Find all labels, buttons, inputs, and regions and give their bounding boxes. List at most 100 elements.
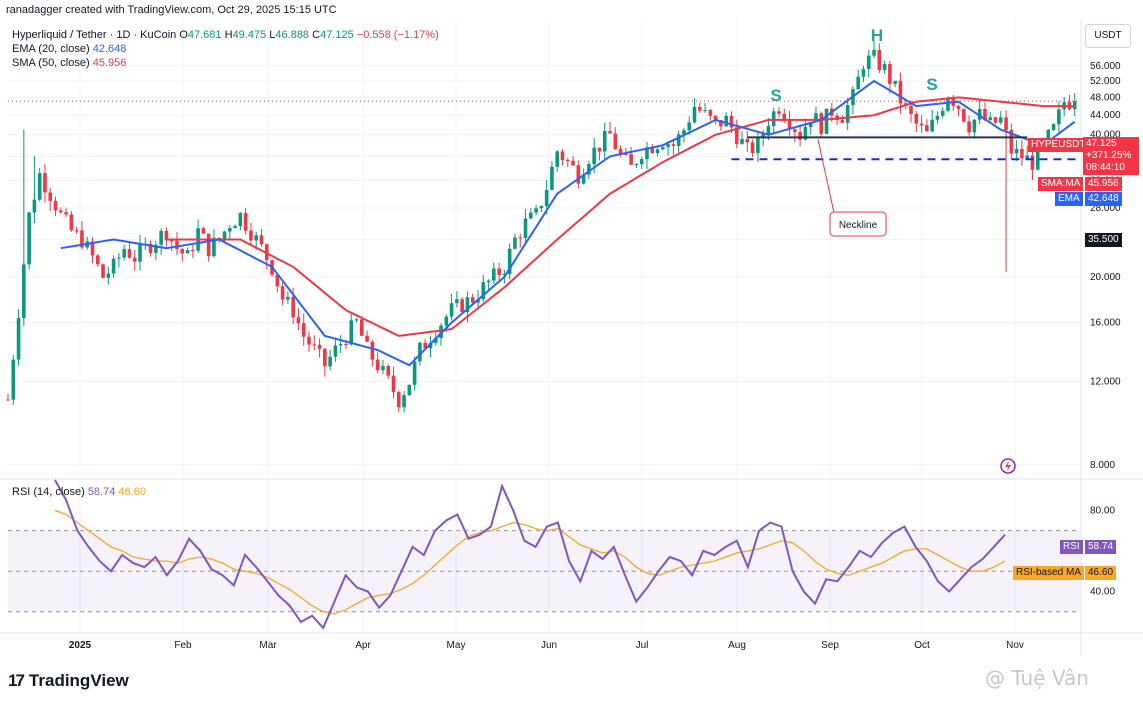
candle — [1004, 110, 1008, 140]
candle-body — [222, 231, 227, 240]
candle-body — [729, 115, 734, 128]
time-tick-label: Nov — [1006, 640, 1024, 651]
candle — [148, 240, 153, 257]
candle-body — [6, 399, 10, 401]
candle-body — [544, 189, 549, 206]
candle-body — [639, 159, 644, 165]
candle-body — [127, 249, 132, 258]
candle — [206, 233, 211, 262]
alert-icon-bolt — [1005, 461, 1011, 471]
chart-credit: ranadagger created with TradingView.com,… — [6, 4, 337, 16]
candle — [645, 142, 649, 169]
candle-body — [396, 392, 401, 408]
candle-body — [708, 110, 713, 116]
candle — [925, 119, 929, 132]
candle-body — [814, 113, 818, 123]
candle-body — [307, 336, 311, 345]
candle-body — [560, 151, 565, 160]
candle — [455, 291, 459, 308]
candle — [808, 121, 813, 135]
price-tick-label: 48.000 — [1090, 92, 1121, 103]
currency-button[interactable]: USDT — [1085, 24, 1131, 48]
sma-line — [166, 96, 1075, 337]
candle-body — [1046, 129, 1051, 141]
candle — [560, 148, 565, 166]
tradingview-logo: 17 — [8, 671, 25, 690]
candle — [1051, 122, 1056, 132]
candle-body — [386, 366, 391, 376]
candle-body — [671, 144, 676, 147]
candle — [534, 204, 538, 216]
candle-body — [513, 237, 517, 249]
candle-body — [148, 243, 153, 253]
low-label: L — [269, 29, 276, 41]
price-tick-label: 52.000 — [1090, 76, 1121, 87]
candle — [882, 60, 887, 75]
candle — [634, 162, 639, 169]
ema-legend-value: 42.648 — [92, 43, 127, 55]
candle — [550, 161, 554, 191]
candle-body — [587, 164, 591, 175]
candle-body — [259, 235, 264, 245]
candle-body — [967, 121, 971, 133]
support-tag-value: 35.500 — [1085, 233, 1122, 247]
candle-body — [433, 338, 438, 343]
candle-body — [745, 139, 750, 143]
candle-body — [523, 218, 528, 239]
candle — [59, 207, 63, 214]
open-value: 47.681 — [187, 29, 222, 41]
candle-body — [740, 139, 744, 144]
candle-body — [756, 137, 760, 154]
candle-body — [286, 296, 290, 300]
candle-body — [687, 122, 692, 131]
candle — [1072, 92, 1077, 117]
candle-body — [507, 248, 512, 274]
candle — [492, 262, 496, 285]
candle-body — [534, 208, 538, 213]
candle — [212, 229, 216, 258]
candle-body — [946, 97, 950, 111]
candle — [967, 115, 971, 136]
candle-body — [180, 249, 185, 254]
candle-body — [840, 120, 845, 123]
candle-body — [782, 113, 787, 121]
candle — [365, 330, 369, 343]
candle-body — [254, 235, 258, 241]
candle-body — [1072, 101, 1077, 110]
candle-body — [713, 115, 718, 121]
candle-body — [518, 237, 523, 239]
candle — [69, 211, 74, 232]
candle — [692, 98, 697, 124]
candle — [360, 316, 364, 337]
candle-body — [122, 249, 126, 258]
candle-body — [1009, 130, 1014, 154]
ema-tag-value: 42.648 — [1085, 192, 1122, 206]
candle-body — [64, 212, 68, 215]
candle-body — [592, 147, 596, 165]
candle-body — [935, 115, 940, 120]
candle — [296, 308, 301, 331]
candle — [777, 106, 781, 118]
rsi-legend-value: 58.74 — [87, 486, 116, 498]
candle-body — [22, 264, 26, 319]
rsi-ma-legend-value: 46.60 — [118, 486, 146, 498]
candle — [6, 393, 10, 401]
candle — [703, 103, 707, 113]
candle — [935, 111, 940, 124]
rsi-tag-value: 58.74 — [1085, 540, 1117, 554]
candle-body — [771, 111, 776, 127]
price-tick-label: 56.000 — [1090, 61, 1121, 72]
candle-body — [486, 280, 491, 283]
candle — [27, 211, 31, 270]
candle-body — [132, 257, 137, 262]
rsi-legend-label: RSI (14, close) — [12, 486, 85, 498]
candle-body — [280, 286, 285, 300]
candle-body — [328, 356, 332, 367]
candle — [851, 86, 855, 115]
candle — [655, 147, 660, 157]
candle-body — [793, 129, 797, 133]
candle — [391, 366, 396, 398]
candle — [893, 80, 897, 88]
candle-body — [106, 273, 111, 278]
